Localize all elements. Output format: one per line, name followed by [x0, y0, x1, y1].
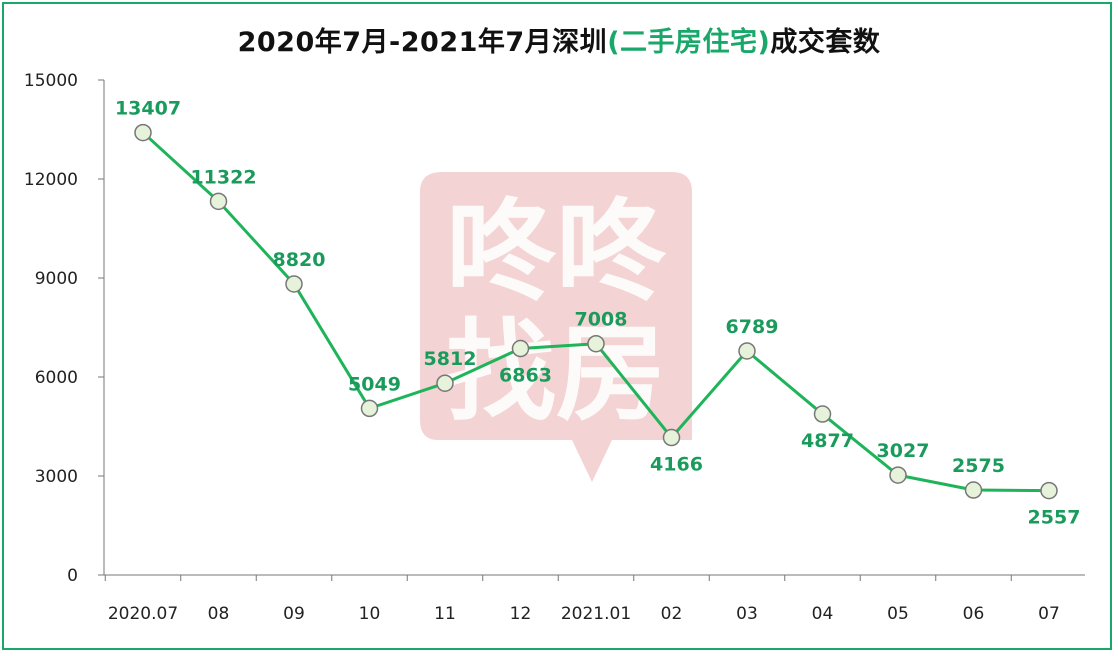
- data-point: [285, 275, 303, 293]
- data-point: [738, 342, 756, 360]
- x-tick-label: 10: [359, 604, 381, 624]
- x-tick-label: 03: [736, 604, 758, 624]
- data-point: [964, 481, 983, 499]
- data-point: [889, 466, 907, 484]
- x-tick-label: 07: [1038, 604, 1060, 624]
- data-point: [436, 374, 454, 392]
- title-suffix: 成交套数: [770, 27, 881, 58]
- x-tick-label: 09: [283, 604, 305, 624]
- data-point: [209, 192, 228, 211]
- data-point: [511, 339, 530, 358]
- watermark-text: 找房: [446, 308, 666, 436]
- watermark-badge: [420, 172, 692, 482]
- data-point: [1040, 481, 1058, 500]
- data-point: [134, 123, 152, 142]
- x-tick-label: 06: [963, 604, 985, 624]
- x-tick-label: 02: [661, 604, 683, 624]
- x-tick-label: 2021.01: [561, 604, 631, 624]
- data-label: 6789: [726, 316, 779, 338]
- x-tick-label: 12: [510, 604, 532, 624]
- data-label: 7008: [575, 309, 628, 331]
- y-tick-label: 3000: [35, 467, 78, 487]
- x-tick-label: 08: [208, 604, 230, 624]
- data-label: 5049: [348, 373, 401, 395]
- data-label: 8820: [273, 249, 326, 271]
- title-paren: (二手房住宅): [607, 27, 771, 58]
- y-tick-label: 9000: [35, 269, 78, 289]
- x-tick-label: 11: [434, 604, 456, 624]
- chart-title: 2020年7月-2021年7月深圳(二手房住宅)成交套数: [0, 20, 1118, 59]
- data-label: 2557: [1028, 507, 1081, 529]
- data-label: 3027: [877, 440, 930, 462]
- data-point: [360, 399, 379, 418]
- x-tick-label: 04: [812, 604, 834, 624]
- data-label: 13407: [115, 98, 181, 120]
- x-tick-label: 05: [887, 604, 909, 624]
- watermark-text: 咚咚: [446, 188, 667, 316]
- data-point: [587, 334, 605, 353]
- y-tick-label: 15000: [24, 71, 78, 91]
- data-label: 6863: [499, 365, 552, 387]
- data-point: [662, 428, 681, 447]
- data-label: 4877: [801, 430, 854, 452]
- data-label: 5812: [424, 348, 477, 370]
- data-label: 2575: [952, 455, 1005, 477]
- y-tick-label: 12000: [24, 170, 78, 190]
- data-label: 4166: [650, 454, 703, 476]
- x-tick-label: 2020.07: [108, 604, 178, 624]
- data-point: [813, 405, 832, 423]
- y-tick-label: 6000: [35, 368, 78, 388]
- data-label: 11322: [190, 166, 256, 188]
- y-tick-label: 0: [67, 566, 78, 586]
- title-prefix: 2020年7月-2021年7月深圳: [237, 27, 608, 58]
